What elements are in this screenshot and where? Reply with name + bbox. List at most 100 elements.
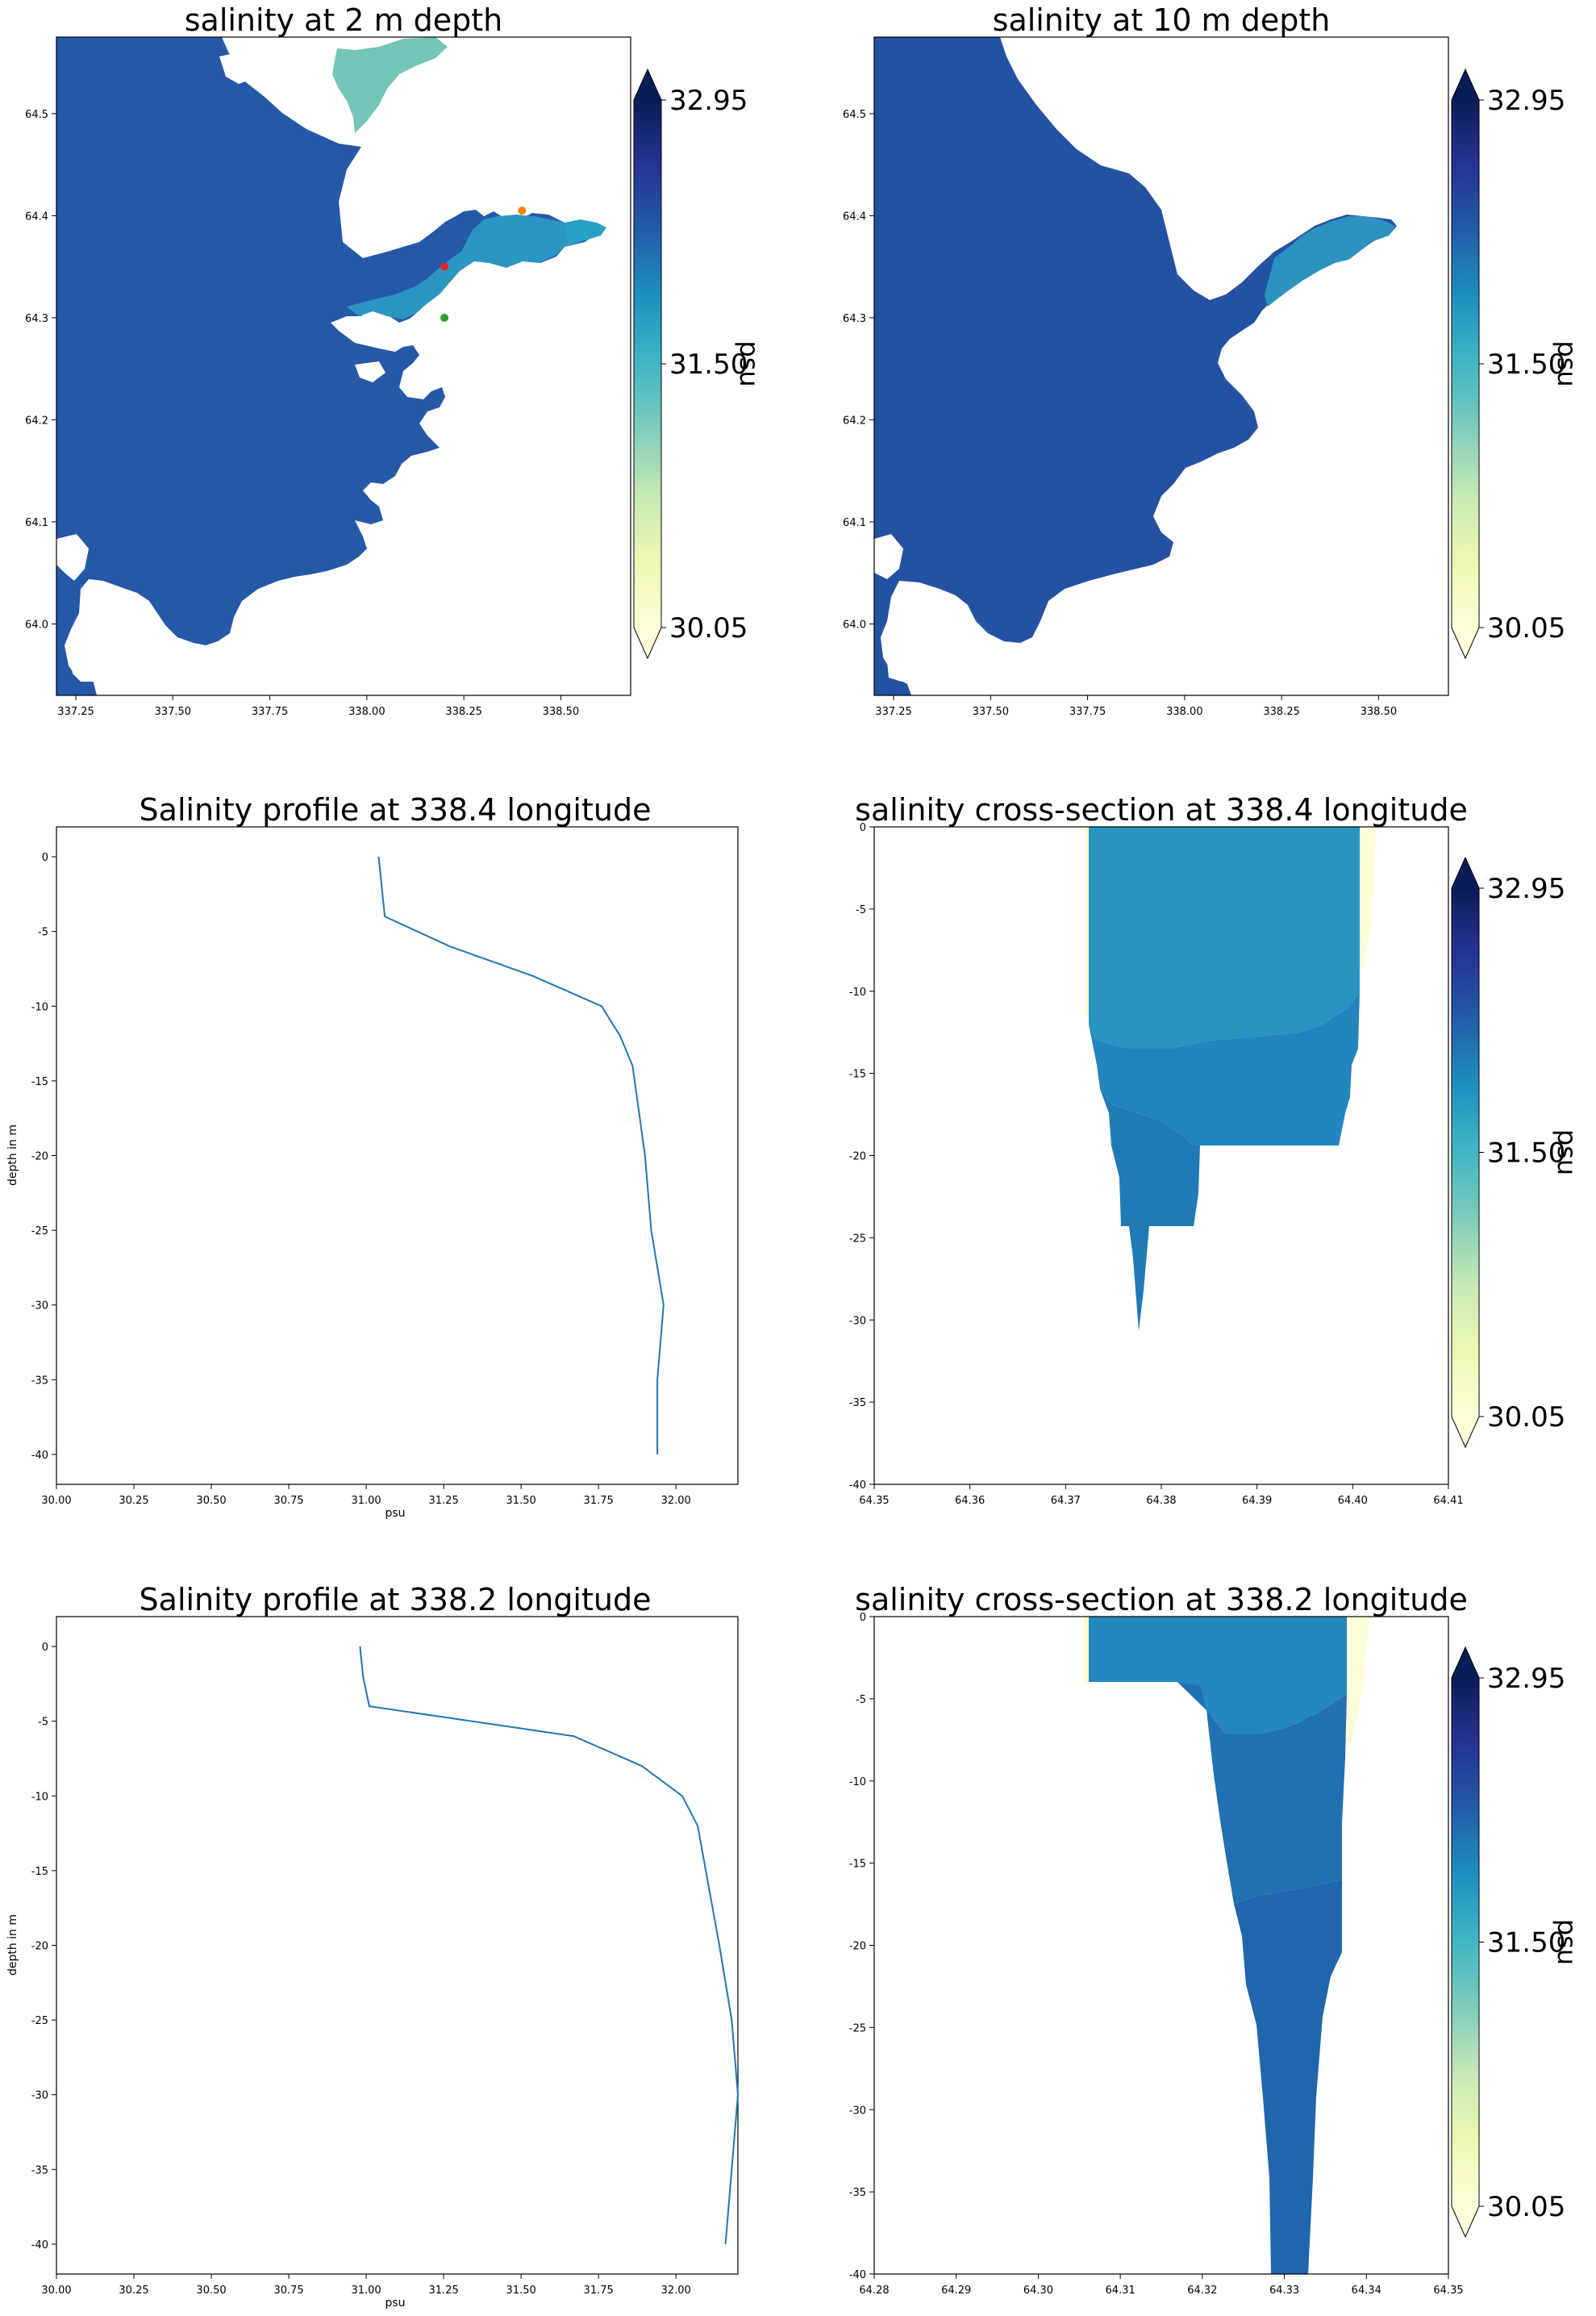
profile-338-2-ytick-label: -15	[31, 1866, 48, 1878]
profile-338-2-xtick-label: 30.50	[196, 2285, 226, 2297]
section-338-2-ytick-label: -40	[849, 2269, 866, 2281]
map-2m-y-axis: 64.5 64.4 64.3 64.2 64.1 64.0	[25, 109, 56, 632]
section-338-2-xtick-label: 64.34	[1352, 2285, 1381, 2297]
map-2m-xtick-label: 337.25	[57, 706, 94, 718]
section-338-4-ytick-label: -10	[849, 987, 866, 999]
section-338-4-colorbar-tick-label: 30.05	[1487, 1401, 1565, 1433]
section-338-2-ytick-label: -10	[849, 1776, 866, 1788]
map-10m-y-axis: 64.564.464.364.264.164.0	[843, 109, 874, 632]
section-338-4-ytick-label: -15	[849, 1069, 866, 1081]
profile-338-4-line	[379, 857, 664, 1454]
section-338-2-colorbar: 32.95 31.50 30.05 psu	[1452, 1647, 1582, 2237]
map-10m-x-axis: 337.25 337.50 337.75 338.00 338.25 338.50	[875, 695, 1397, 718]
section-338-2-ytick-label: -20	[849, 1941, 866, 1953]
section-338-4-ytick-label: -25	[849, 1233, 866, 1245]
profile-338-2-title: Salinity profile at 338.2 longitude	[140, 1582, 652, 1617]
map-2m-ytick-label: 64.3	[25, 313, 48, 325]
profile-338-4-xtick-label: 30.25	[119, 1495, 148, 1507]
section-338-2-colorbar-bar	[1452, 1678, 1479, 2206]
profile-338-4-ytick-label: -20	[31, 1151, 48, 1163]
section-338-4-colorbar-min-extension	[1452, 1417, 1479, 1447]
section-338-4-ytick-label: -5	[856, 904, 866, 916]
profile-338-4-ytick-label: -40	[31, 1450, 48, 1462]
profile-338-2-xtick-label: 31.75	[584, 2285, 614, 2297]
section-338-2-ytick-label: -35	[849, 2187, 866, 2199]
green-point	[440, 314, 448, 322]
section-338-2-title: salinity cross-section at 338.2 longitud…	[855, 1582, 1468, 1617]
map-10m-ytick-label: 64.5	[843, 109, 866, 121]
map-10m-colorbar: 32.9531.5030.05psu	[1452, 69, 1582, 658]
section-338-4-title: salinity cross-section at 338.4 longitud…	[855, 792, 1468, 828]
profile-338-4-xlabel: psu	[385, 1507, 405, 1520]
profile-338-4-ytick-label: -30	[31, 1300, 48, 1312]
section-338-4-colorbar-tick-label: 32.95	[1487, 873, 1565, 905]
section-338-4-ytick-label: -20	[849, 1151, 866, 1163]
profile-338-2-ytick-label: -40	[31, 2239, 48, 2251]
section-338-4-xtick-label: 64.35	[859, 1495, 889, 1507]
profile-338-2-ytick-label: -10	[31, 1791, 48, 1803]
map-2m-colorbar-tick-label: 32.95	[669, 85, 748, 117]
section-338-2-ytick-label: 0	[860, 1612, 866, 1624]
profile-338-2-xtick-label: 31.50	[506, 2285, 536, 2297]
section-338-4-xtick-label: 64.41	[1433, 1495, 1463, 1507]
map-2m-field	[56, 37, 631, 695]
profile-338-2-xtick-label: 31.00	[351, 2285, 381, 2297]
section-338-2-x-axis: 64.28 64.29 64.30 64.31 64.32 64.33 64.34 64.35	[859, 2274, 1463, 2297]
section-338-4-colorbar-unit-label: psu	[1552, 1129, 1582, 1175]
section-338-4-colorbar-bar	[1452, 888, 1479, 1417]
profile-338-2-ytick-label: -30	[31, 2090, 48, 2102]
section-338-2-ytick-label: -25	[849, 2022, 866, 2034]
section-338-4-ytick-label: -35	[849, 1397, 866, 1409]
section-338-2-field	[874, 1617, 1448, 2274]
section-338-4-field	[874, 827, 1448, 1484]
map-10m-colorbar-tick-label: 30.05	[1487, 612, 1565, 645]
section-338-2-colorbar-unit-label: psu	[1552, 1919, 1582, 1965]
section-338-4-ytick-label: -30	[849, 1315, 866, 1327]
section-338-2-colorbar-tick-label: 30.05	[1487, 2191, 1565, 2223]
profile-338-4-panel: Salinity profile at 338.4 longitude 30.0…	[6, 792, 738, 1520]
section-338-4-xtick-label: 64.36	[955, 1495, 985, 1507]
profile-338-4-ytick-label: -35	[31, 1375, 48, 1387]
profile-338-4-ytick-label: -10	[31, 1001, 48, 1013]
map-2m-colorbar-min-extension	[634, 628, 661, 658]
map-2m-xtick-label: 338.00	[348, 706, 385, 718]
section-338-2-xtick-label: 64.30	[1023, 2285, 1053, 2297]
section-338-2-xtick-label: 64.28	[859, 2285, 889, 2297]
section-338-4-y-axis: 0-5-10-15-20-25-30-35-40	[849, 822, 874, 1492]
map-2m-colorbar-tick-label: 30.05	[669, 612, 748, 645]
profile-338-2-panel: Salinity profile at 338.2 longitude 30.0…	[6, 1582, 738, 2310]
map-2m-colorbar-bar	[634, 100, 661, 628]
map-10m-colorbar-tick-label: 32.95	[1487, 85, 1565, 117]
profile-338-4-ytick-label: -15	[31, 1076, 48, 1088]
map-10m-xtick-label: 338.50	[1361, 706, 1398, 718]
map-10m-field	[874, 37, 1448, 695]
section-338-4-xtick-label: 64.40	[1338, 1495, 1368, 1507]
map-10m-ytick-label: 64.2	[843, 415, 866, 427]
section-338-4-xtick-label: 64.37	[1051, 1495, 1081, 1507]
section-338-2-xtick-label: 64.29	[941, 2285, 971, 2297]
map-2m-ytick-label: 64.0	[25, 619, 48, 631]
section-338-2-xtick-label: 64.32	[1187, 2285, 1217, 2297]
profile-338-2-x-axis: 30.00 30.25 30.50 30.75 31.00 31.25 31.50 31.75…	[41, 2274, 690, 2297]
section-338-2-ytick-label: -15	[849, 1859, 866, 1871]
profile-338-4-series	[379, 857, 664, 1454]
section-338-4-ytick-label: -40	[849, 1479, 866, 1492]
profile-338-2-xtick-label: 31.25	[429, 2285, 459, 2297]
profile-338-2-xtick-label: 30.75	[273, 2285, 303, 2297]
section-338-2-ytick-label: -30	[849, 2105, 866, 2117]
profile-338-4-ylabel: depth in m	[6, 1125, 19, 1186]
map-2m-ytick-label: 64.1	[25, 517, 48, 529]
section-338-4-x-axis: 64.35 64.36 64.37 64.38 64.39 64.40 64.41	[859, 1484, 1463, 1507]
profile-338-4-xtick-label: 31.50	[506, 1495, 536, 1507]
map-10m-xtick-label: 337.75	[1069, 706, 1106, 718]
orange-point	[518, 207, 526, 215]
map-2m-colorbar-max-extension	[634, 69, 661, 100]
map-10m-xtick-label: 338.25	[1263, 706, 1300, 718]
section-338-2-colorbar-max-extension	[1452, 1647, 1479, 1678]
map-10m-colorbar-bar	[1452, 100, 1479, 628]
red-point	[440, 263, 448, 271]
profile-338-2-xtick-label: 30.25	[119, 2285, 148, 2297]
section-338-2-surface-shelf	[1089, 1617, 1177, 1682]
map-2m-xtick-label: 337.50	[155, 706, 192, 718]
